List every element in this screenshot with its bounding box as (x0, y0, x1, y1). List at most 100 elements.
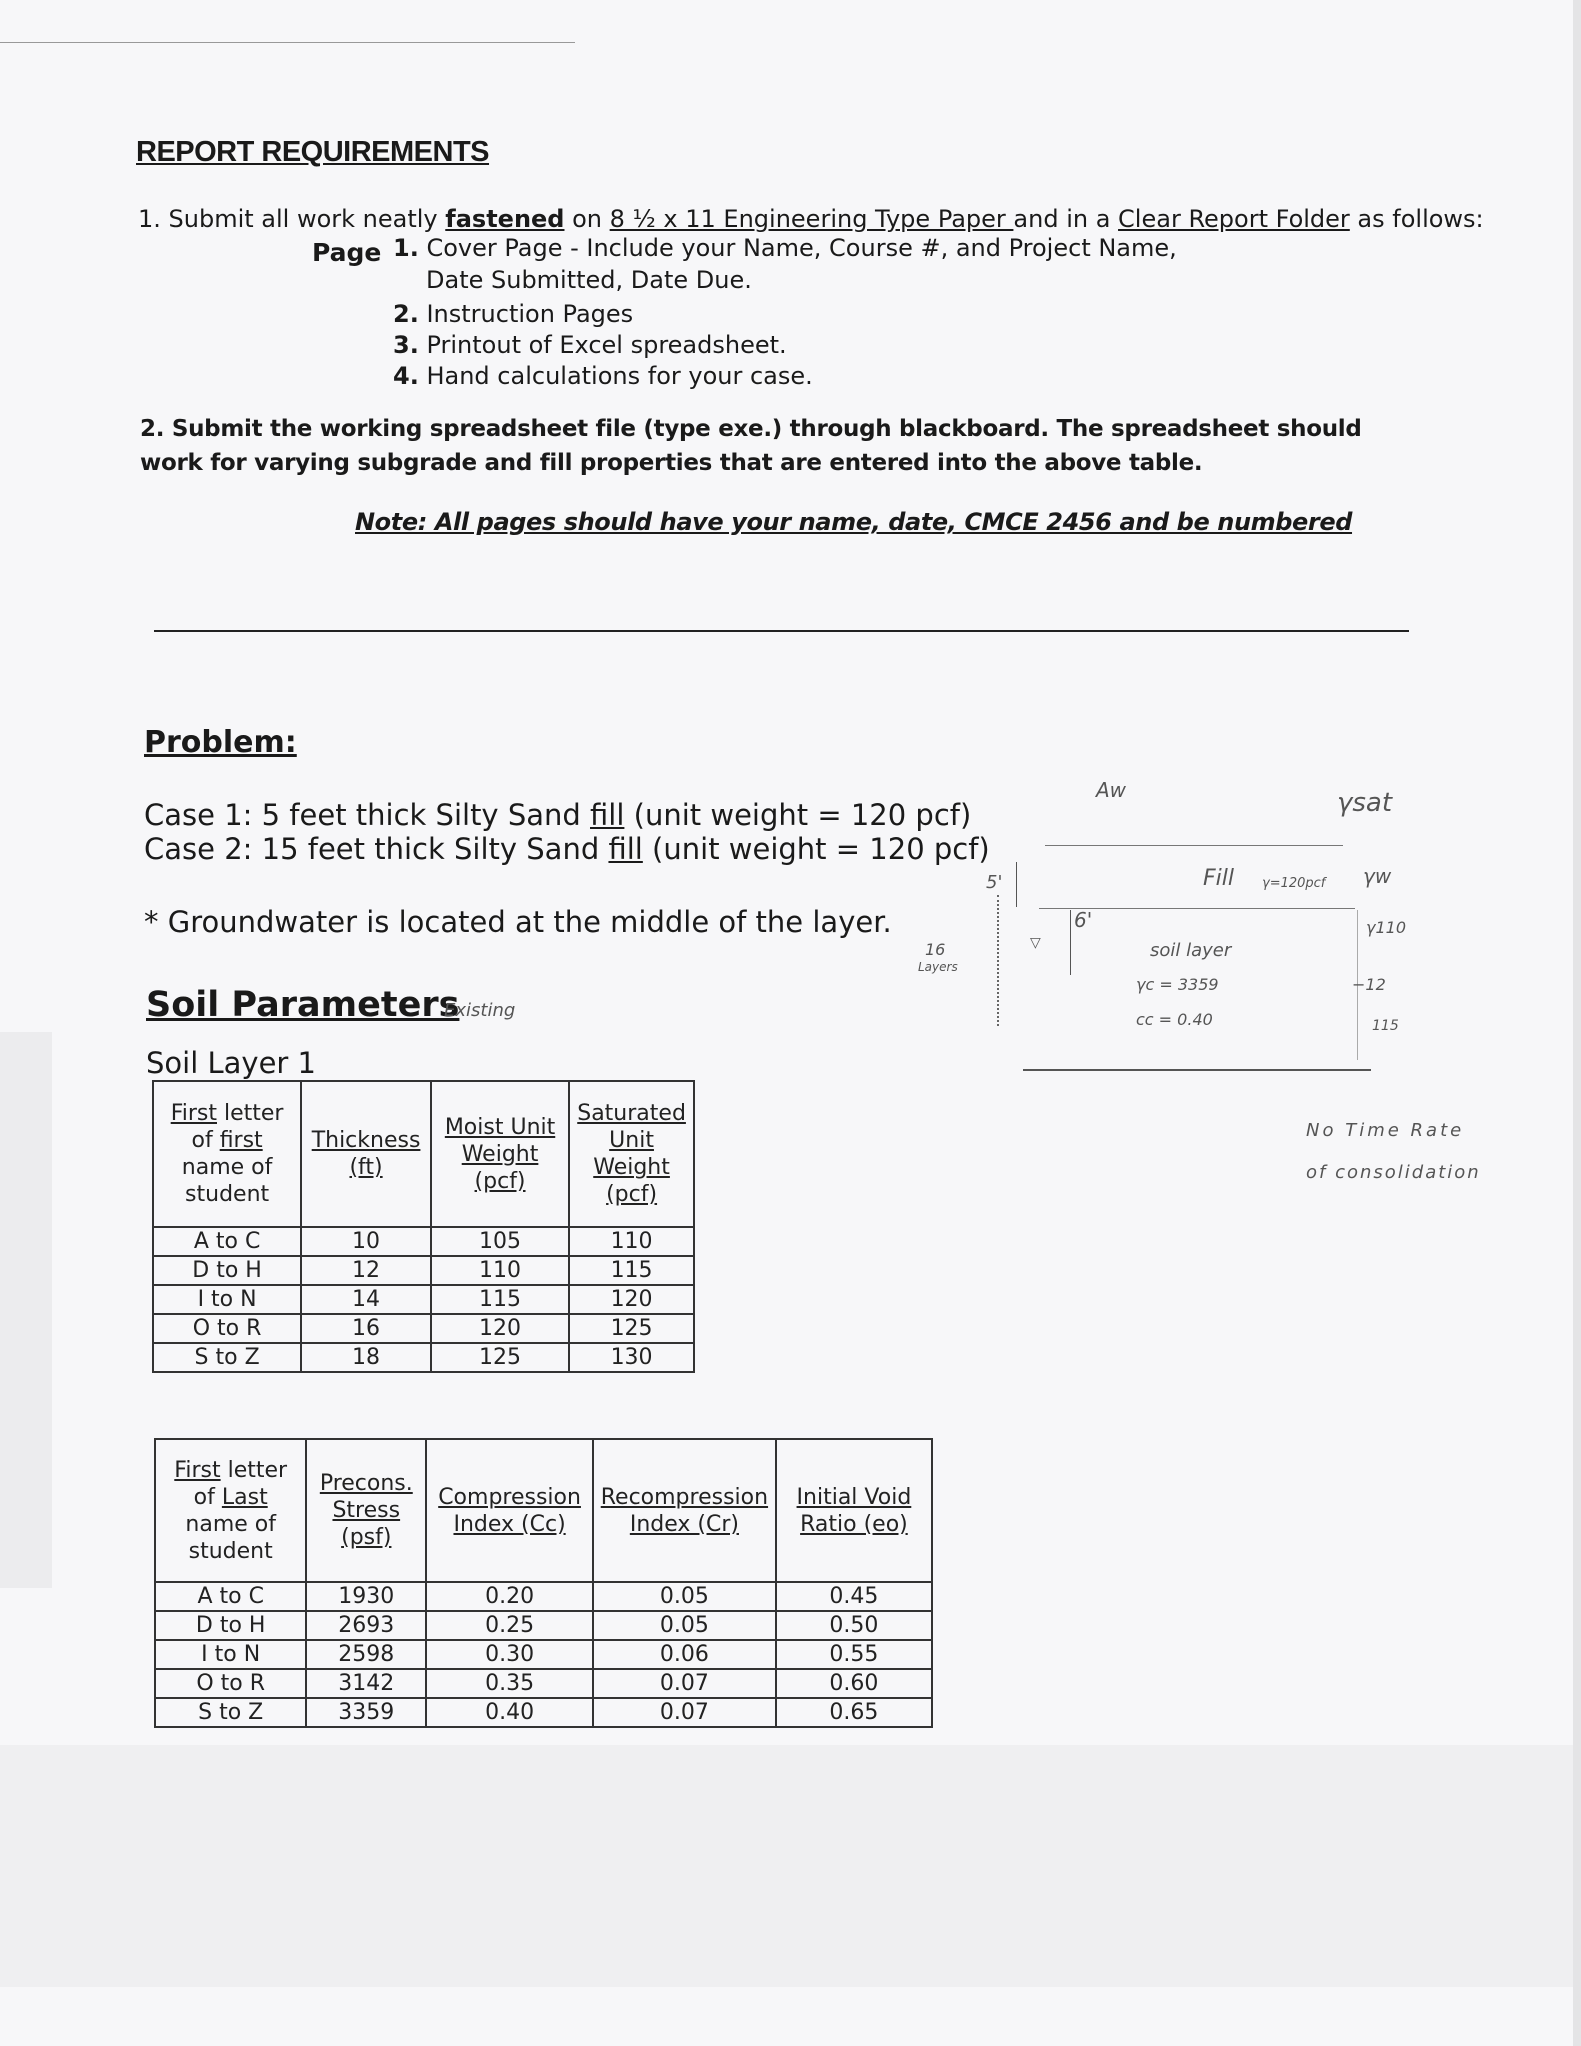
sketch-layers-word: Layers (918, 960, 958, 974)
table-cell: 0.45 (774, 1581, 934, 1612)
req1-folder: Clear Report Folder (1118, 205, 1350, 233)
consolidation-table: First letter of Last name of student Precon… (153, 1438, 934, 1728)
col-header-first-letter: First letter of first name of student (151, 1080, 303, 1228)
case-fill: fill (608, 832, 643, 866)
sketch-5ft: 5' (986, 872, 1003, 893)
page-text: Printout of Excel spreadsheet. (426, 331, 787, 359)
table-cell: 120 (568, 1284, 695, 1315)
sketch-soil-layer: soil layer (1150, 940, 1232, 961)
req1-fastened: fastened (445, 205, 565, 233)
col-header-first-letter-last: First letter of Last name of student (153, 1438, 308, 1583)
table-cell: O to R (153, 1668, 308, 1699)
sketch-layers-dashes (997, 895, 999, 1026)
case-text: Case 1: 5 feet thick Silty Sand (144, 798, 591, 832)
page-text: Hand calculations for your case. (426, 362, 813, 390)
problem-heading: Problem: (144, 725, 297, 760)
page-num: 4. (393, 362, 419, 390)
sketch-115: 115 (1372, 1018, 1399, 1034)
table-cell: 115 (568, 1255, 695, 1286)
sketch-gamma-sat: γsat (1337, 788, 1393, 818)
case-text: Case 2: 15 feet thick Silty Sand (144, 832, 609, 866)
section-divider (154, 630, 1409, 632)
table-cell: S to Z (153, 1697, 308, 1728)
col-header-moist-unit-weight: Moist Unit Weight (pcf) (429, 1080, 571, 1228)
sketch-gamma-110: γ110 (1366, 918, 1407, 937)
page-item-2: 2. Instruction Pages (393, 300, 633, 328)
soil-parameters-heading: Soil Parameters (146, 985, 460, 1025)
table-cell: 16 (300, 1313, 432, 1344)
table-cell: 0.07 (591, 1668, 777, 1699)
case-text: (unit weight = 120 pcf) (624, 798, 972, 832)
req1-paper: 8 ½ x 11 Engineering Type Paper (609, 205, 1014, 233)
table-cell: A to C (153, 1581, 308, 1612)
page-item-1-cont: Date Submitted, Date Due. (426, 266, 752, 294)
req1-suffix: as follows: (1349, 205, 1484, 233)
table-cell: 110 (429, 1255, 571, 1286)
sketch-right-edge (1357, 910, 1358, 1060)
soil-layer-table: First letter of first name of student Thick… (151, 1080, 695, 1373)
table-cell: 0.65 (774, 1697, 934, 1728)
sketch-minus-12: −12 (1352, 975, 1386, 994)
table-cell: I to N (151, 1284, 303, 1315)
table-cell: 105 (429, 1226, 571, 1257)
sketch-layer-count: 16 (925, 940, 946, 959)
case-1: Case 1: 5 feet thick Silty Sand fill (un… (144, 798, 971, 832)
table-cell: 14 (300, 1284, 432, 1315)
table-row: A to C 10 105 110 (151, 1226, 695, 1257)
page-num: 3. (393, 331, 419, 359)
soil-layer-title: Soil Layer 1 (146, 1046, 317, 1080)
table-cell: 110 (568, 1226, 695, 1257)
col-header-thickness: Thickness (ft) (300, 1080, 432, 1228)
table-cell: 0.40 (425, 1697, 594, 1728)
scan-edge-left (0, 1032, 52, 1588)
table-cell: 2693 (305, 1610, 428, 1641)
table-cell: S to Z (151, 1342, 303, 1373)
table-cell: 12 (300, 1255, 432, 1286)
sketch-fill: Fill (1203, 866, 1234, 891)
table-cell: A to C (151, 1226, 303, 1257)
sketch-6ft: 6' (1074, 908, 1093, 932)
requirement-1: 1. Submit all work neatly fastened on 8 … (138, 205, 1484, 233)
req1-on: on (564, 205, 610, 233)
table-cell: 125 (429, 1342, 571, 1373)
page-item-4: 4. Hand calculations for your case. (393, 362, 813, 390)
page-num: 1. (393, 234, 419, 262)
table-cell: 130 (568, 1342, 695, 1373)
groundwater-note: * Groundwater is located at the middle o… (144, 905, 892, 939)
sketch-6ft-bracket (1070, 910, 1071, 975)
table-cell: 0.05 (591, 1581, 777, 1612)
col-header-compression-index: Compression Index (Cc) (425, 1438, 594, 1583)
sketch-cc: cc = 0.40 (1136, 1010, 1213, 1029)
table-row: D to H 2693 0.25 0.05 0.50 (153, 1610, 934, 1641)
sketch-note-line2: of consolidation (1306, 1162, 1481, 1183)
col-header-saturated-unit-weight: Saturated Unit Weight (pcf) (568, 1080, 695, 1228)
sketch-note-line1: No Time Rate (1306, 1120, 1465, 1141)
table-cell: 3359 (305, 1697, 428, 1728)
table-row: D to H 12 110 115 (151, 1255, 695, 1286)
requirement-2-line1: 2. Submit the working spreadsheet file (… (140, 416, 1362, 442)
requirement-2-line2: work for varying subgrade and fill prope… (140, 450, 1203, 476)
table-cell: 0.05 (591, 1610, 777, 1641)
sketch-layer-bottom-line (1023, 1069, 1371, 1071)
table-cell: 0.07 (591, 1697, 777, 1728)
sketch-fill-bottom-line (1039, 908, 1355, 909)
table-cell: 0.55 (774, 1639, 934, 1670)
sketch-5ft-arrow (1016, 862, 1017, 907)
table-cell: 0.20 (425, 1581, 594, 1612)
col-header-recompression-index: Recompression Index (Cr) (591, 1438, 777, 1583)
table-cell: 0.50 (774, 1610, 934, 1641)
page-item-3: 3. Printout of Excel spreadsheet. (393, 331, 787, 359)
table-row: O to R 3142 0.35 0.07 0.60 (153, 1668, 934, 1699)
handwritten-existing: Existing (444, 1000, 516, 1021)
table-cell: 0.25 (425, 1610, 594, 1641)
req1-and: and in a (1013, 205, 1119, 233)
scan-band-bottom (0, 1745, 1575, 1987)
case-fill: fill (590, 798, 625, 832)
report-requirements-heading: REPORT REQUIREMENTS (136, 136, 490, 168)
table-row: I to N 2598 0.30 0.06 0.55 (153, 1639, 934, 1670)
table-cell: 18 (300, 1342, 432, 1373)
case-2: Case 2: 15 feet thick Silty Sand fill (u… (144, 832, 990, 866)
table-row: O to R 16 120 125 (151, 1313, 695, 1344)
scan-edge-right (1573, 0, 1581, 2046)
page-num: 2. (393, 300, 419, 328)
